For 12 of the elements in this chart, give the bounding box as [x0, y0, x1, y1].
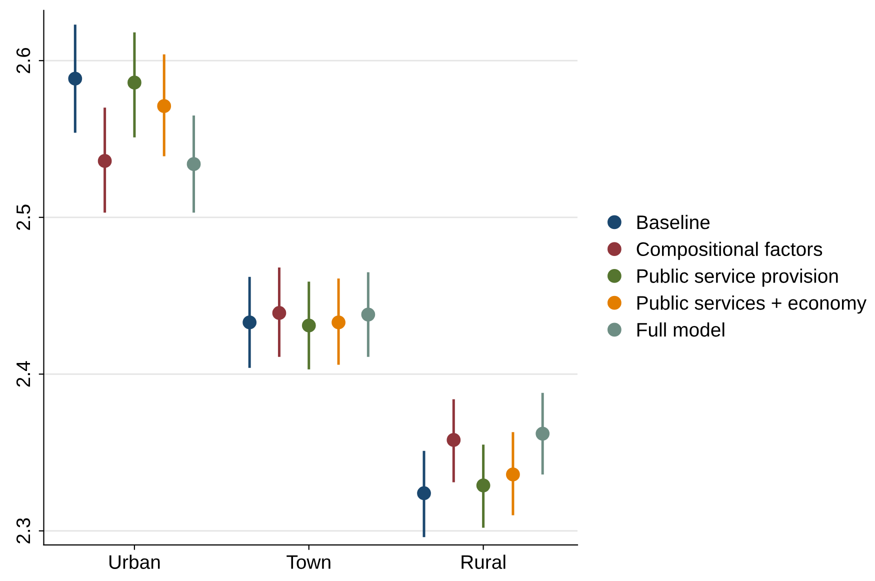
legend-label: Baseline [637, 214, 710, 230]
y-tick-label: 2.6 [16, 48, 30, 74]
legend-label: Compositional factors [636, 242, 822, 260]
x-tick-label: Rural [462, 554, 506, 569]
y-tick-label: 2.4 [16, 361, 30, 387]
legend-label: Full model [637, 322, 724, 337]
x-tick-label: Urban [109, 554, 160, 569]
y-tick-label: 2.3 [16, 518, 30, 544]
legend-label: Public service provision [637, 268, 838, 287]
x-tick-label: Town [286, 555, 330, 569]
y-tick-label: 2.5 [16, 204, 30, 230]
legend-label: Public services + economy [637, 296, 867, 314]
